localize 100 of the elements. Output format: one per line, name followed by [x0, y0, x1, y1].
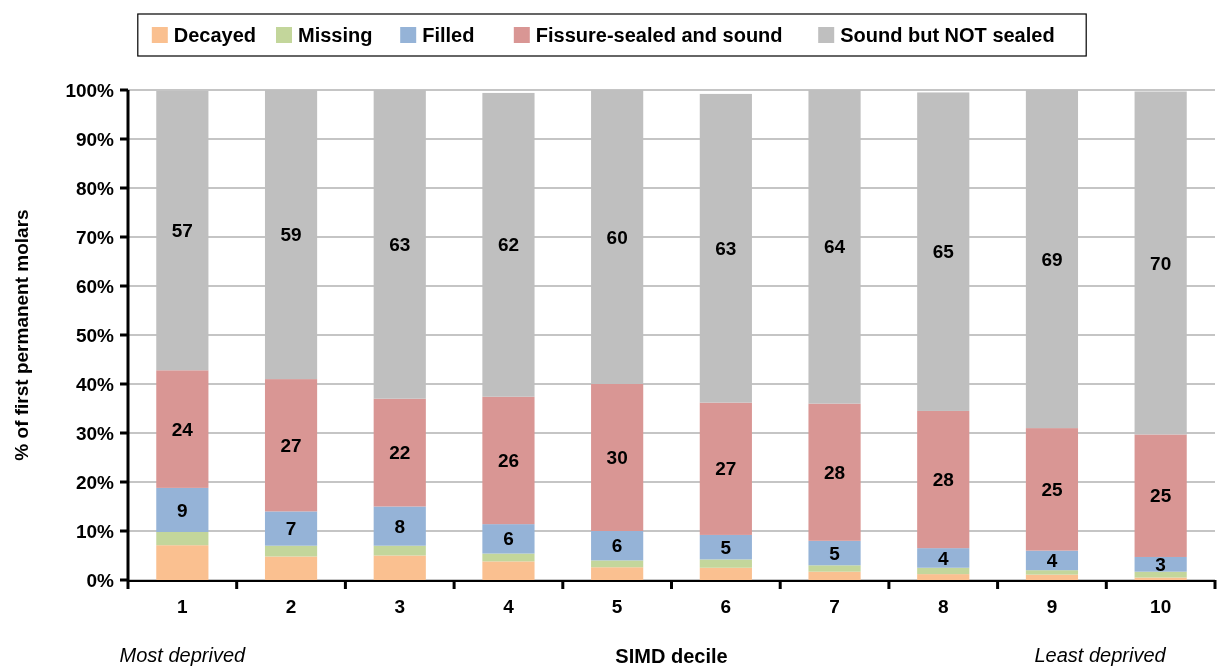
bar [373, 555, 426, 580]
data-label: 4 [937, 547, 949, 569]
x-tick-label: 10 [1150, 596, 1172, 617]
bar [699, 534, 752, 560]
data-label: 25 [1041, 479, 1063, 500]
bar [699, 93, 752, 403]
legend-label: Decayed [173, 24, 257, 46]
bar [482, 561, 535, 580]
data-label: 9 [177, 499, 188, 521]
bar [373, 90, 426, 399]
bar [264, 90, 318, 380]
bar [1025, 90, 1079, 429]
legend-label: Sound but NOT sealed [840, 24, 1055, 46]
x-tick-label: 2 [285, 596, 297, 617]
bar [482, 553, 535, 562]
y-tick-label: 10% [75, 520, 115, 542]
data-label: 4 [1046, 550, 1058, 572]
bar [156, 545, 209, 580]
data-label: 62 [497, 234, 520, 256]
bar [808, 90, 861, 404]
bar [482, 396, 535, 525]
data-label: 59 [280, 224, 302, 246]
data-label: 63 [715, 237, 737, 259]
x-tick-label: 5 [611, 596, 623, 617]
bar [1025, 574, 1079, 580]
x-axis-title: SIMD decile [615, 645, 728, 666]
bar [264, 379, 318, 512]
data-label: 30 [606, 447, 628, 469]
data-label: 27 [280, 434, 302, 456]
y-tick-label: 0% [86, 569, 115, 591]
bar [808, 565, 861, 572]
data-label: 5 [829, 542, 841, 564]
y-tick-label: 30% [75, 422, 115, 444]
bar [373, 545, 426, 556]
y-axis-title: % of first permanent molars [11, 209, 32, 461]
data-label: 25 [1150, 485, 1172, 507]
bar [699, 567, 752, 580]
data-label: 6 [503, 528, 514, 550]
bar [1025, 428, 1079, 551]
x-tick-label: 9 [1046, 596, 1058, 617]
data-label: 24 [171, 418, 194, 440]
bar [917, 567, 970, 575]
y-tick-label: 70% [75, 226, 115, 248]
y-tick-label: 50% [75, 324, 115, 346]
data-label: 26 [497, 450, 520, 472]
data-label: 60 [606, 226, 628, 248]
data-label: 57 [171, 220, 193, 242]
y-tick-label: 100% [65, 79, 115, 101]
bar [917, 92, 970, 411]
bar [373, 398, 426, 507]
y-tick-label: 40% [75, 373, 115, 395]
bar [591, 90, 644, 384]
bar [264, 511, 318, 546]
data-label: 3 [1155, 553, 1166, 575]
bar [1134, 556, 1187, 572]
data-label: 70 [1150, 252, 1172, 274]
bar [156, 531, 209, 546]
bar [917, 410, 970, 549]
y-tick-label: 90% [75, 128, 115, 150]
data-label: 63 [389, 234, 411, 255]
data-label: 7 [285, 518, 297, 540]
bar [591, 567, 644, 580]
bar [156, 487, 209, 532]
bar [699, 402, 752, 535]
x-tick-label: 4 [503, 596, 515, 617]
bar [1134, 571, 1187, 578]
data-label: 27 [715, 458, 737, 480]
bar [156, 370, 209, 488]
data-label: 69 [1041, 248, 1063, 270]
y-tick-label: 60% [75, 275, 115, 297]
data-label: 22 [389, 442, 411, 464]
text: Most deprived [119, 644, 247, 666]
x-tick-label: 8 [937, 596, 949, 617]
bar [808, 403, 861, 541]
data-label: 6 [611, 535, 623, 557]
bar [264, 545, 318, 557]
bar [917, 548, 970, 568]
legend-label: Filled [422, 24, 475, 46]
data-label: 8 [394, 515, 406, 537]
bar [482, 524, 535, 554]
legend-label: Fissure-sealed and sound [535, 24, 783, 46]
bar [591, 560, 644, 568]
data-label: 65 [932, 241, 955, 263]
y-tick-label: 20% [75, 471, 115, 493]
data-label: 5 [720, 536, 732, 558]
bar [373, 506, 426, 546]
bar [156, 90, 209, 371]
bar [917, 574, 970, 580]
bar [699, 559, 752, 568]
text: Least deprived [1034, 644, 1167, 666]
x-tick-label: 7 [829, 596, 840, 617]
data-label: 28 [823, 461, 846, 483]
x-tick-label: 6 [720, 596, 732, 617]
legend-label: Missing [298, 24, 373, 46]
bar [264, 556, 318, 580]
bar [482, 92, 535, 397]
bar [808, 540, 861, 566]
bar [1134, 434, 1187, 557]
data-label: 64 [823, 236, 846, 258]
bar [808, 571, 861, 580]
